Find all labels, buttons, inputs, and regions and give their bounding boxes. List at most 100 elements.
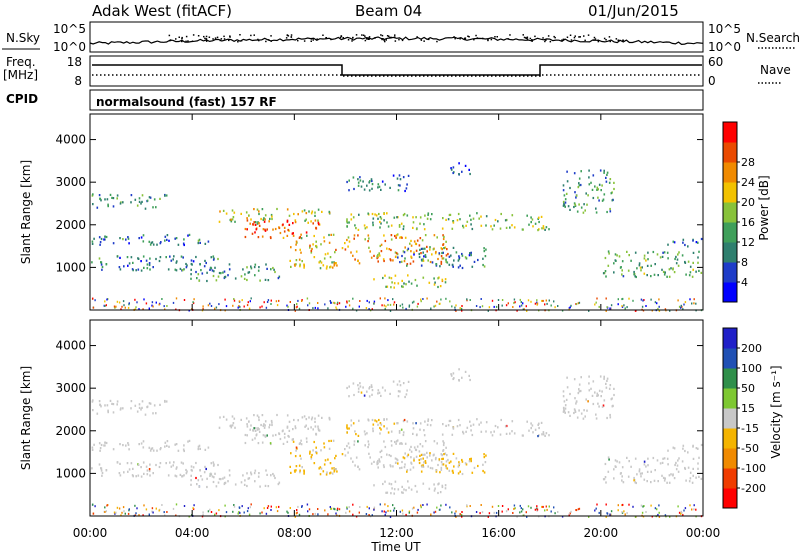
velocity-cell	[314, 512, 316, 515]
velocity-cell	[210, 511, 213, 513]
velocity-cell	[449, 419, 452, 422]
velocity-cell	[656, 459, 659, 462]
velocity-colorbar-swatch	[723, 348, 737, 369]
power-cell	[426, 245, 428, 248]
velocity-cell	[232, 510, 234, 513]
power-cell	[412, 221, 415, 224]
power-cell	[476, 212, 478, 215]
velocity-cell	[101, 474, 103, 477]
power-cell	[614, 253, 617, 256]
power-cell	[693, 302, 695, 305]
power-cell	[124, 306, 126, 309]
power-cell	[306, 297, 309, 300]
velocity-cell	[537, 423, 539, 426]
power-cell	[112, 205, 115, 208]
power-cell	[408, 305, 410, 308]
velocity-cell	[373, 484, 375, 487]
power-cell	[634, 275, 636, 278]
time-tick-label: 20:00	[584, 526, 619, 540]
power-cell	[562, 189, 565, 192]
velocity-cell	[427, 419, 429, 422]
power-cell	[403, 260, 406, 263]
velocity-cell	[461, 515, 463, 518]
velocity-cell	[212, 461, 215, 464]
power-cell	[137, 257, 140, 260]
power-cell	[300, 233, 302, 236]
velocity-cell	[314, 417, 316, 420]
velocity-cell	[151, 447, 154, 450]
power-cell	[433, 277, 435, 280]
velocity-cell	[248, 420, 250, 423]
noise-search-dot	[361, 34, 363, 36]
velocity-cell	[465, 463, 468, 466]
velocity-cell	[217, 481, 220, 484]
power-cell	[329, 300, 331, 302]
power-cell	[607, 264, 610, 267]
power-cell	[357, 259, 359, 262]
noise-search-dot	[542, 37, 544, 39]
noise-search-dot	[562, 38, 565, 41]
noise-search-dot	[351, 40, 353, 42]
velocity-cell	[220, 478, 222, 481]
noise-panel: N.Sky 10^5 10^0 10^5 10^0 N.Search	[2, 21, 800, 54]
power-cell	[92, 203, 94, 206]
power-cell	[309, 244, 311, 247]
power-cell	[513, 301, 515, 304]
power-cell	[478, 217, 480, 220]
velocity-cell	[371, 514, 373, 517]
noise-search-dot	[205, 38, 208, 40]
power-cell	[451, 305, 453, 308]
velocity-cell	[256, 428, 259, 431]
velocity-cell	[121, 511, 123, 514]
power-cell	[348, 221, 350, 224]
power-cell	[449, 213, 452, 216]
power-cell	[310, 249, 313, 252]
velocity-cell	[233, 417, 236, 420]
power-cell	[233, 299, 236, 302]
power-cell	[91, 261, 93, 264]
velocity-cell	[538, 422, 540, 425]
velocity-cell	[381, 510, 383, 513]
power-colorbar-tick-label: 20	[741, 196, 755, 209]
velocity-cell	[383, 418, 385, 421]
power-cell	[406, 183, 408, 186]
velocity-cell	[191, 469, 193, 472]
power-cell	[513, 226, 516, 229]
power-cell	[681, 305, 683, 308]
power-cell	[278, 275, 281, 278]
velocity-cell	[346, 431, 348, 434]
velocity-cell	[122, 407, 124, 410]
power-cell	[395, 255, 397, 258]
velocity-cell	[166, 440, 169, 443]
power-cell	[293, 212, 295, 216]
power-cell	[483, 250, 486, 253]
velocity-cell	[323, 442, 325, 445]
velocity-cell	[379, 426, 381, 430]
velocity-cell	[595, 413, 597, 416]
power-cell	[433, 283, 436, 286]
power-cell	[99, 241, 102, 244]
velocity-cell	[605, 481, 607, 484]
velocity-cell	[424, 461, 427, 464]
power-cell	[400, 222, 403, 225]
power-cell	[228, 263, 231, 266]
velocity-cell	[246, 484, 248, 488]
power-cell	[363, 224, 366, 227]
velocity-cell	[237, 512, 239, 515]
velocity-cell	[440, 453, 443, 456]
power-cell	[601, 184, 603, 187]
power-cell	[188, 233, 191, 236]
power-cell	[384, 239, 387, 243]
velocity-cell	[362, 386, 364, 389]
velocity-cell	[358, 511, 360, 514]
power-cell	[346, 220, 348, 223]
power-cell	[131, 268, 134, 271]
velocity-cell	[667, 463, 669, 466]
power-colorbar-label: Power [dB]	[757, 175, 771, 240]
velocity-cell	[412, 427, 415, 430]
velocity-cell	[120, 514, 122, 517]
power-cell	[330, 233, 332, 236]
velocity-cell	[353, 440, 356, 443]
power-cell	[421, 259, 423, 262]
power-cell	[372, 217, 375, 220]
